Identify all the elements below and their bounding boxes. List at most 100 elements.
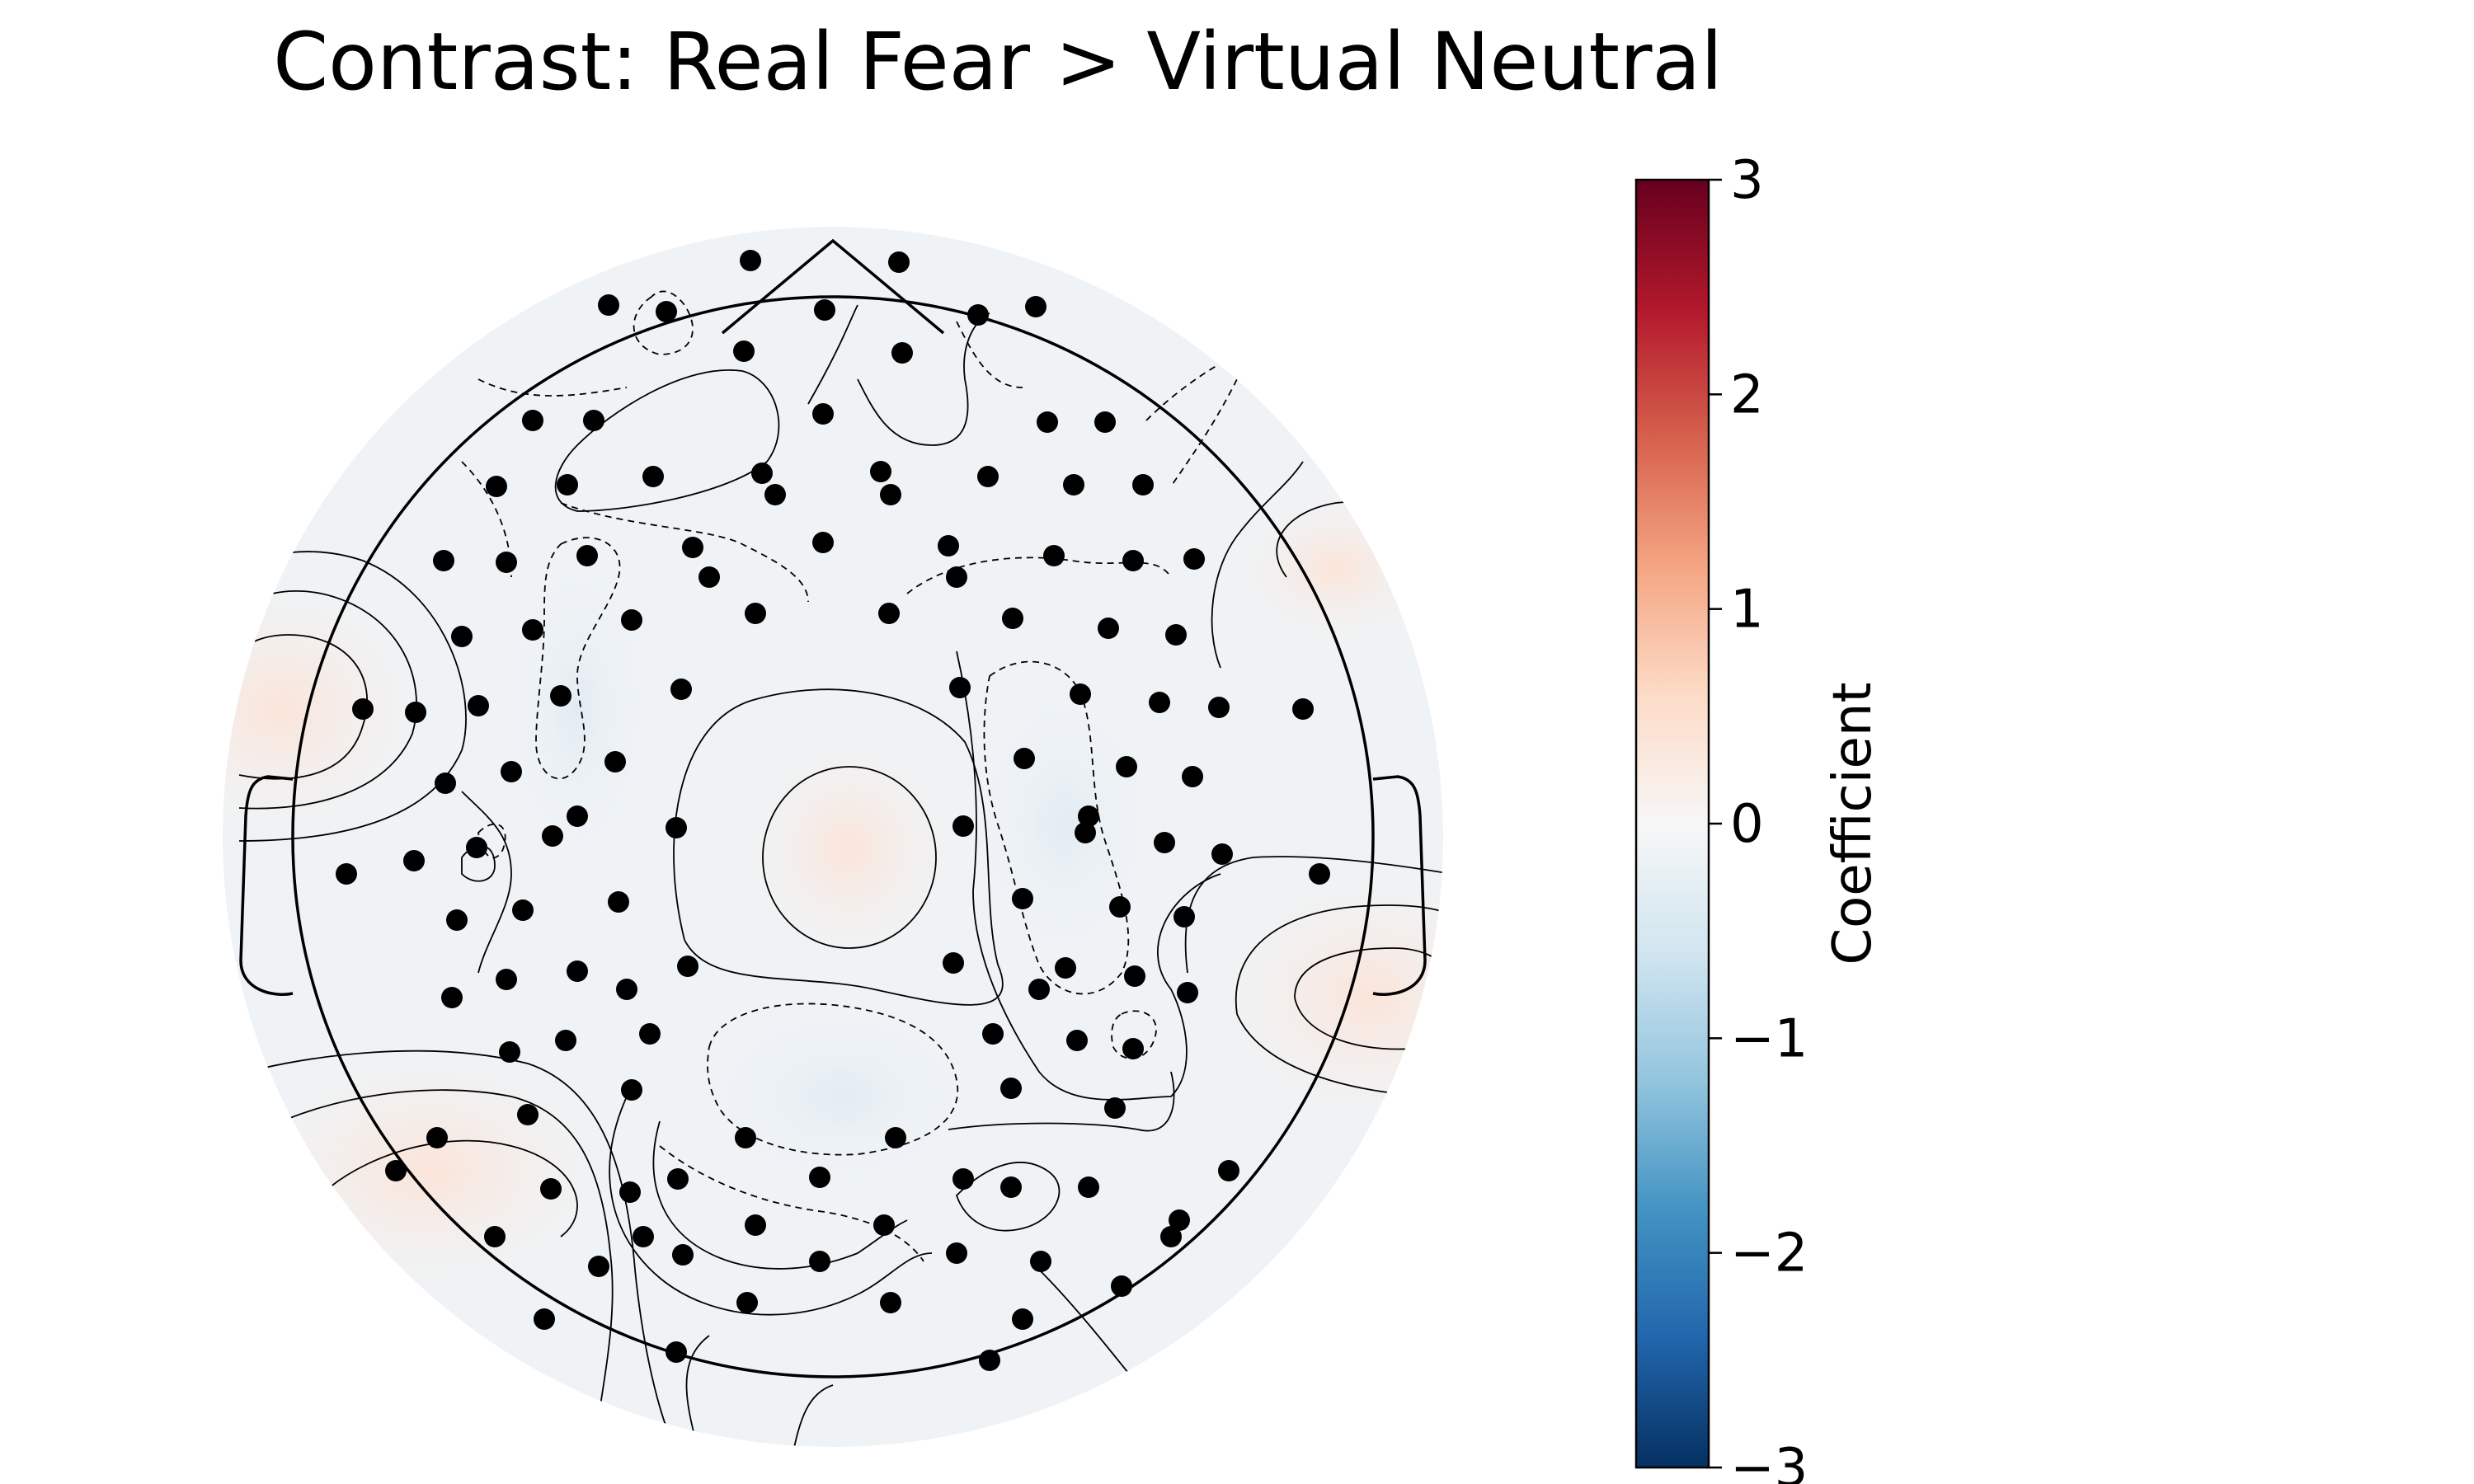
sensor-dot (656, 301, 677, 322)
positive-blob-left-occipital (231, 1039, 627, 1303)
negative-blob-centro-posterior (701, 1006, 981, 1187)
colorbar-tick-label: 0 (1730, 794, 1764, 855)
sensor-dot (1309, 863, 1330, 885)
sensor-dot (522, 410, 543, 431)
chart-title: Contrast: Real Fear > Virtual Neutral (273, 16, 1723, 108)
contour-lines (238, 304, 1443, 1447)
sensor-dot (1109, 896, 1131, 918)
sensor-dot (880, 1292, 901, 1313)
sensor-dot (484, 1226, 506, 1247)
sensor-dot (1030, 1251, 1051, 1272)
sensor-dot (608, 891, 629, 913)
sensor-dot (499, 1041, 520, 1063)
sensor-dot (1182, 766, 1203, 787)
sensor-dot (1098, 618, 1119, 639)
sensor-dot (733, 340, 755, 362)
sensor-dot (466, 837, 487, 858)
sensor-dot (336, 863, 357, 885)
right-ear (1372, 775, 1427, 996)
sensor-dot (952, 1168, 974, 1190)
sensor-dot (1055, 957, 1076, 979)
sensor-dot (1078, 805, 1099, 827)
sensor-dot (878, 603, 900, 624)
sensor-dot (435, 773, 456, 794)
sensor-dot (814, 299, 835, 321)
sensor-dot (1174, 906, 1195, 928)
sensor-dot (873, 1214, 895, 1236)
sensor-dot (809, 1251, 830, 1272)
sensor-dot (567, 960, 588, 982)
sensor-dot (1066, 1030, 1088, 1051)
sensor-dot (1043, 545, 1065, 566)
sensor-dot (517, 1104, 539, 1125)
sensor-dot (1104, 1097, 1126, 1119)
sensor-dot (1014, 748, 1035, 769)
colorbar: 3 2 1 0 −1 −2 −3 Coefficient (1634, 150, 1884, 1484)
sensor-dot (870, 461, 891, 482)
sensor-dot (982, 1023, 1004, 1045)
positive-blob-central (734, 726, 965, 973)
colorbar-gradient (1634, 178, 1710, 1469)
sensor-dot (885, 1127, 906, 1148)
sensor-dot (949, 677, 971, 698)
sensor-dot (633, 1226, 654, 1247)
sensor-dot (1094, 411, 1116, 433)
sensor-dot (672, 1244, 694, 1266)
sensor-dot (540, 1178, 562, 1200)
sensor-dot (698, 566, 720, 588)
sensor-dot (1124, 965, 1145, 987)
sensor-dot (1177, 982, 1198, 1003)
sensor-dot (621, 609, 642, 631)
sensor-dot (496, 552, 517, 573)
sensor-dot (1070, 683, 1091, 705)
sensor-dot (619, 1181, 641, 1203)
sensor-dot (977, 466, 999, 487)
colorbar-ticks: 3 2 1 0 −1 −2 −3 (1709, 150, 1808, 1484)
sensor-dot (943, 952, 964, 974)
sensor-dot (512, 899, 534, 921)
colorbar-tick-label: 3 (1730, 150, 1764, 211)
sensor-dot (891, 342, 913, 364)
sensor-dot (405, 702, 426, 723)
sensor-dot (1063, 474, 1084, 495)
sensor-dot (583, 410, 604, 431)
sensor-dot (812, 403, 834, 425)
sensor-dot (1218, 1160, 1239, 1181)
sensor-dot (670, 679, 692, 700)
sensor-dot (486, 476, 507, 497)
sensor-dot (639, 1023, 661, 1045)
sensor-dot (621, 1079, 642, 1101)
head-outline (291, 295, 1375, 1378)
sensor-dot (880, 484, 901, 505)
sensor-dot (576, 545, 598, 566)
sensor-dot (1122, 1038, 1144, 1059)
sensor-dot (812, 532, 834, 553)
colorbar-tick-label: −1 (1730, 1008, 1808, 1069)
sensor-dot (352, 698, 374, 720)
sensor-dot (1132, 474, 1154, 495)
sensor-dot (1208, 697, 1230, 718)
sensor-dot (433, 550, 454, 571)
sensor-dot (745, 603, 766, 624)
left-ear (239, 775, 294, 996)
sensor-dot (550, 685, 571, 707)
sensor-dot (385, 1160, 407, 1181)
sensor-dot (1111, 1275, 1132, 1297)
sensor-dot (642, 466, 664, 487)
sensor-dot (1154, 832, 1175, 853)
sensor-dot (1122, 550, 1144, 571)
sensor-dot (979, 1350, 1000, 1371)
sensor-dot (604, 751, 626, 773)
sensor-dot (598, 294, 619, 316)
sensor-dot (534, 1308, 555, 1330)
positive-blob-right-temporal (1196, 857, 1443, 1138)
sensor-dot (1211, 843, 1233, 865)
sensor-dot (764, 484, 786, 505)
sensor-dot (1160, 1226, 1182, 1247)
sensor-dot (1012, 888, 1033, 909)
sensor-dot (557, 474, 578, 495)
colorbar-tick-label: −3 (1730, 1438, 1808, 1484)
colorbar-tick-label: −2 (1730, 1223, 1808, 1284)
sensor-dot (496, 969, 517, 990)
